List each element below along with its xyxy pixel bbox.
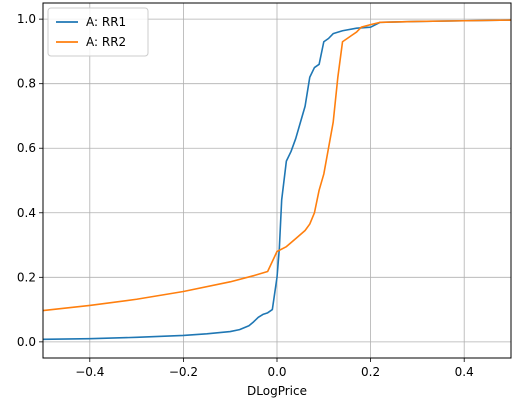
legend-label: A: RR1 [86,15,126,29]
x-tick-label: −0.2 [169,365,198,379]
y-tick-label: 0.8 [17,77,36,91]
x-tick-label: 0.0 [267,365,286,379]
x-tick-label: 0.4 [455,365,474,379]
legend-box [47,7,149,57]
series-line-1 [42,19,512,341]
x-tick-label: −0.4 [75,365,104,379]
y-tick-label: 0.0 [17,335,36,349]
legend-label: A: RR2 [86,35,126,49]
legend: A: RR1 A: RR2 [47,7,149,57]
axis-ticks: −0.4 −0.2 0.0 0.2 0.4 0.0 0.2 0.4 0.6 0.8 1.0 [17,12,474,379]
x-tick-label: 0.2 [361,365,380,379]
y-tick-label: 1.0 [17,12,36,26]
series-line-2 [42,19,512,312]
y-tick-label: 0.4 [17,206,36,220]
series-lines [42,19,512,341]
y-tick-label: 0.6 [17,141,36,155]
y-tick-label: 0.2 [17,270,36,284]
x-axis-label: DLogPrice [247,384,307,398]
